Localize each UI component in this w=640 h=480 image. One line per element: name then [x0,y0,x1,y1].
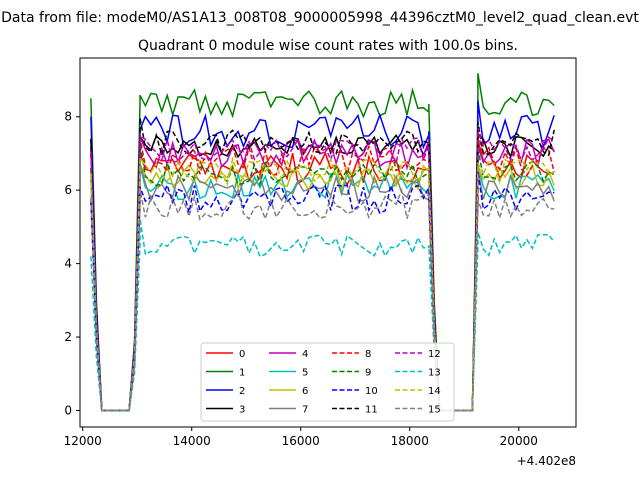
series-line-13 [90,218,555,412]
y-tick-label: 0 [64,403,72,417]
legend-label-8: 8 [365,349,371,360]
x-axis: 12000 14000 16000 18000 20000 [64,427,538,448]
legend-label-1: 1 [239,368,245,379]
y-tick-label: 2 [64,330,72,344]
x-tick-label: 16000 [282,434,320,448]
x-tick-label: 20000 [500,434,538,448]
legend-label-13: 13 [428,368,441,379]
legend-label-5: 5 [302,368,308,379]
legend-label-7: 7 [302,405,308,416]
legend-label-14: 14 [428,386,441,397]
plot-lines [90,73,555,412]
chart-title: Quadrant 0 module wise count rates with … [138,38,518,54]
y-axis: 0 2 4 6 8 [64,110,80,417]
x-tick-label: 12000 [64,434,102,448]
legend-label-15: 15 [428,405,441,416]
legend-label-11: 11 [365,405,378,416]
y-tick-label: 8 [64,110,72,124]
x-tick-label: 14000 [173,434,211,448]
legend-label-0: 0 [239,349,245,360]
axes-frame [79,57,577,428]
legend-label-12: 12 [428,349,441,360]
legend-label-6: 6 [302,386,308,397]
legend-label-3: 3 [239,405,245,416]
legend-label-4: 4 [302,349,308,360]
series-line-14 [90,156,555,412]
series-line-12 [90,128,555,412]
legend-label-2: 2 [239,386,245,397]
legend-label-10: 10 [365,386,378,397]
x-tick-label: 18000 [391,434,429,448]
legend-box [200,342,455,422]
x-offset-label: +4.402e8 [517,454,576,468]
suptitle: Data from file: modeM0/AS1A13_008T08_900… [1,10,639,26]
y-tick-label: 4 [64,257,72,271]
legend-label-9: 9 [365,368,371,379]
series-line-1 [90,73,555,412]
y-tick-label: 6 [64,183,72,197]
series-line-15 [90,187,555,412]
